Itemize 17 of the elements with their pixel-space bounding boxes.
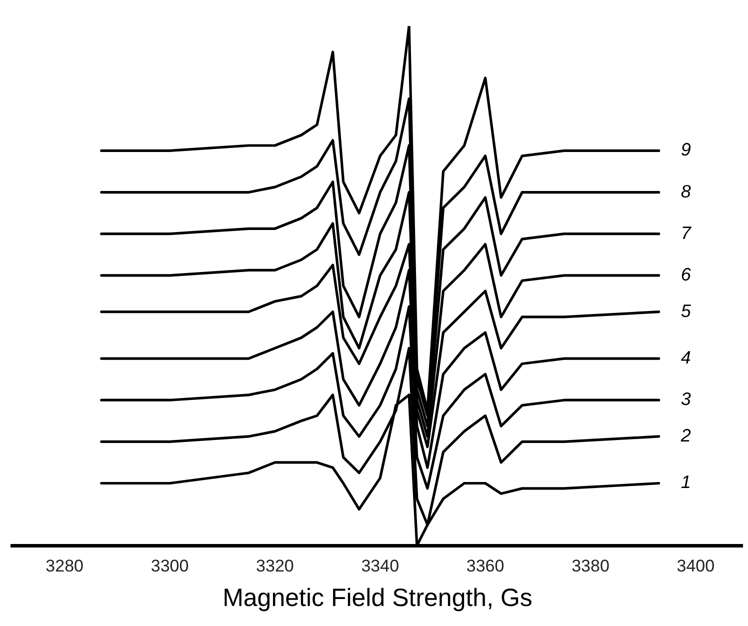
series-label: 4 [680,348,691,368]
x-tick-label: 3380 [572,556,610,576]
series-label: 1 [680,472,691,492]
series-label: 6 [680,264,692,284]
series-label: 2 [680,425,691,446]
x-axis-title: Magnetic Field Strength, Gs [222,584,532,612]
series-label: 8 [680,181,691,202]
series-label: 7 [680,222,692,243]
x-tick-label: 3340 [361,556,400,576]
series-label: 3 [680,389,691,410]
x-tick-label: 3320 [256,556,294,576]
x-tick-label: 3300 [150,556,189,576]
x-tick-label: 3280 [46,556,84,576]
series-label: 9 [680,140,691,160]
x-tick-label: 3400 [676,556,715,576]
series-label: 5 [680,300,692,321]
x-tick-label: 3360 [466,556,504,576]
